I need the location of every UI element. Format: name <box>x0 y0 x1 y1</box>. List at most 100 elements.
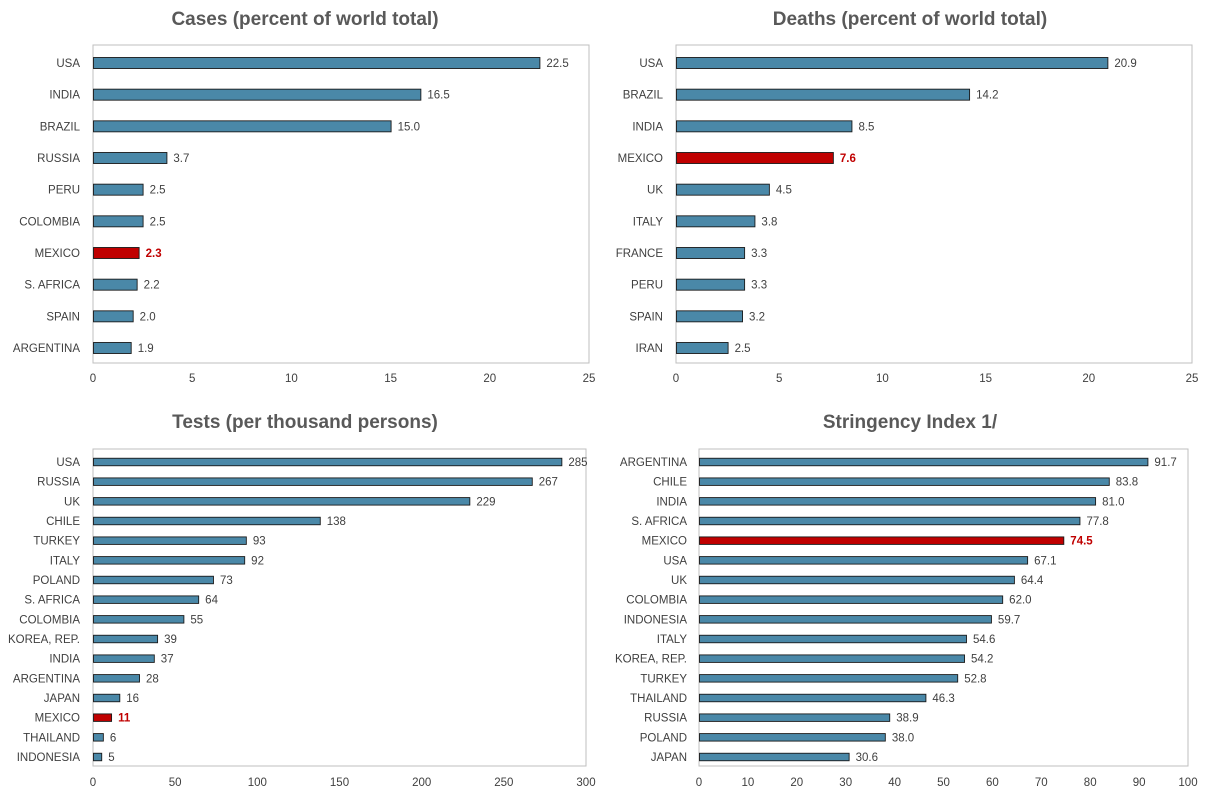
x-tick-label: 10 <box>876 373 889 385</box>
category-label: JAPAN <box>651 752 687 764</box>
category-label: KOREA, REP. <box>8 634 80 646</box>
category-label: S. AFRICA <box>24 595 80 607</box>
x-tick-label: 0 <box>673 373 679 385</box>
bar-colombia <box>699 595 1004 604</box>
bar-thailand <box>699 693 927 703</box>
bar-poland <box>93 575 214 585</box>
value-label: 39 <box>164 634 177 646</box>
chart-title: Tests (per thousand persons) <box>172 412 438 433</box>
bar-s-africa <box>699 516 1081 526</box>
bar-usa <box>699 556 1029 565</box>
category-label: PERU <box>631 280 663 292</box>
x-tick-label: 250 <box>494 777 513 789</box>
value-label: 30.6 <box>856 752 878 764</box>
category-label: ITALY <box>50 555 81 567</box>
x-tick-label: 150 <box>330 777 349 789</box>
value-label: 37 <box>161 654 174 666</box>
bar-usa <box>676 57 1109 69</box>
x-tick-label: 15 <box>384 373 397 385</box>
category-label: JAPAN <box>44 693 80 705</box>
bar-s-africa <box>93 278 138 291</box>
x-tick-label: 25 <box>1186 373 1199 385</box>
category-label: S. AFRICA <box>24 280 80 292</box>
category-label: UK <box>64 496 80 508</box>
value-label: 7.6 <box>840 153 856 165</box>
bar-s-africa <box>93 595 200 604</box>
x-tick-label: 60 <box>986 777 999 789</box>
value-label: 77.8 <box>1086 516 1108 528</box>
value-label: 3.3 <box>751 280 767 292</box>
value-label: 11 <box>118 713 131 725</box>
bar-france <box>676 247 746 259</box>
bar-peru <box>93 183 144 196</box>
bar-spain <box>93 310 134 323</box>
x-tick-label: 0 <box>90 373 96 385</box>
bar-brazil <box>676 88 971 101</box>
x-tick-label: 100 <box>1178 777 1197 789</box>
x-tick-label: 40 <box>888 777 901 789</box>
value-label: 1.9 <box>138 343 154 355</box>
bar-italy <box>93 556 246 565</box>
category-label: ARGENTINA <box>620 457 687 469</box>
category-label: THAILAND <box>23 732 80 744</box>
bar-japan <box>699 752 850 762</box>
category-label: POLAND <box>33 575 80 587</box>
value-label: 22.5 <box>546 58 568 70</box>
x-tick-label: 30 <box>839 777 852 789</box>
bar-india <box>676 120 853 133</box>
category-label: BRAZIL <box>623 90 664 102</box>
value-label: 2.3 <box>146 248 162 260</box>
x-tick-label: 0 <box>696 777 702 789</box>
category-label: CHILE <box>46 516 80 528</box>
category-label: BRAZIL <box>40 121 81 133</box>
x-tick-label: 100 <box>248 777 267 789</box>
category-label: RUSSIA <box>37 153 80 165</box>
chart-2: Deaths (percent of world total) 0 5 10 15 20 2… <box>616 9 1199 385</box>
value-label: 6 <box>110 732 116 744</box>
chart-4: Stringency Index 1/0 10 20 30 40 50 60 70 80 90 10… <box>615 412 1198 789</box>
chart-3: Tests (per thousand persons) 0 50 100 150 200… <box>8 412 596 789</box>
chart-title: Stringency Index 1/ <box>823 412 998 433</box>
value-label: 5 <box>108 752 114 764</box>
bar-mexico <box>699 536 1065 545</box>
bar-turkey <box>699 674 959 683</box>
category-label: FRANCE <box>616 248 664 260</box>
bar-iran <box>676 342 729 354</box>
bar-thailand <box>93 733 104 742</box>
value-label: 28 <box>146 673 159 685</box>
chart-title: Deaths (percent of world total) <box>773 9 1047 30</box>
x-tick-label: 5 <box>776 373 782 385</box>
category-label: MEXICO <box>35 248 80 260</box>
value-label: 54.6 <box>973 634 995 646</box>
chart-1: Cases (percent of world total) 0 5 10 15 20 25… <box>13 9 595 385</box>
value-label: 38.0 <box>892 732 914 744</box>
category-label: SPAIN <box>629 311 663 323</box>
bar-turkey <box>93 536 247 545</box>
category-label: ARGENTINA <box>13 673 80 685</box>
value-label: 267 <box>539 477 558 489</box>
bar-korea-rep <box>699 654 965 663</box>
category-label: MEXICO <box>35 713 80 725</box>
value-label: 74.5 <box>1070 536 1093 548</box>
category-label: TURKEY <box>33 536 80 548</box>
bar-usa <box>93 57 541 69</box>
value-label: 52.8 <box>964 673 986 685</box>
x-tick-label: 20 <box>483 373 496 385</box>
value-label: 54.2 <box>971 654 993 666</box>
category-label: CHILE <box>653 477 687 489</box>
value-label: 83.8 <box>1116 477 1138 489</box>
value-label: 2.5 <box>150 185 166 197</box>
value-label: 2.5 <box>150 216 166 228</box>
category-label: SPAIN <box>46 311 80 323</box>
category-label: INDIA <box>632 121 663 133</box>
category-label: MEXICO <box>642 536 687 548</box>
value-label: 15.0 <box>398 121 420 133</box>
bar-colombia <box>93 615 185 624</box>
bar-russia <box>93 477 533 486</box>
x-tick-label: 15 <box>979 373 992 385</box>
bar-usa <box>93 457 563 467</box>
category-label: RUSSIA <box>37 477 80 489</box>
value-label: 73 <box>220 575 233 587</box>
x-tick-label: 10 <box>285 373 298 385</box>
bar-uk <box>93 497 471 506</box>
